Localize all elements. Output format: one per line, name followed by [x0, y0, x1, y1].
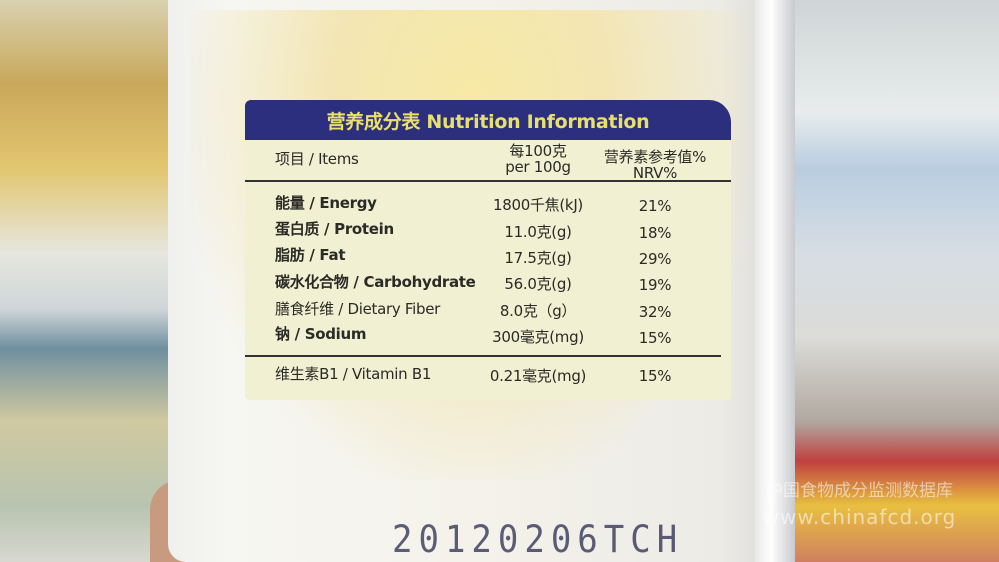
row-nrv: 32% [638, 303, 672, 321]
row-name: 碳水化合物 / Carbohydrate [275, 273, 476, 291]
row-nrv: 15% [638, 367, 672, 385]
row-amount: 8.0克（g） [499, 302, 577, 320]
header-per-100g-cn: 每100克 [509, 142, 567, 160]
store-shelf-right [780, 0, 999, 562]
watermark-line2: www.chinafcd.org [762, 505, 957, 529]
row-nrv: 21% [638, 197, 672, 215]
row-name: 脂肪 / Fat [275, 246, 346, 264]
row-name: 能量 / Energy [275, 194, 377, 212]
row-name: 钠 / Sodium [275, 325, 367, 343]
footer-divider [245, 355, 721, 357]
row-nrv: 15% [638, 329, 672, 347]
header-nrv-cn: 营养素参考值% [603, 148, 707, 166]
header-per-100g-en: per 100g [505, 158, 571, 176]
store-shelf-left [0, 0, 190, 562]
header-divider [245, 180, 731, 182]
row-name: 蛋白质 / Protein [275, 220, 394, 238]
watermark: 中国食物成分监测数据库 www.chinafcd.org [752, 478, 967, 530]
nutrition-label-title: 营养成分表 Nutrition Information [245, 100, 731, 140]
watermark-line1: 中国食物成分监测数据库 [766, 481, 953, 501]
header-items: 项目 / Items [275, 150, 359, 168]
row-amount: 300毫克(mg) [492, 328, 584, 346]
nutrition-label: 营养成分表 Nutrition Information 项目 / Items 每… [245, 100, 731, 400]
row-name: 膳食纤维 / Dietary Fiber [275, 300, 441, 318]
row-amount: 56.0克(g) [504, 275, 572, 293]
row-nrv: 19% [638, 276, 672, 294]
row-nrv: 18% [638, 224, 672, 242]
row-amount: 1800千焦(kJ) [493, 196, 583, 214]
row-amount: 0.21毫克(mg) [489, 367, 587, 385]
row-nrv: 29% [638, 250, 672, 268]
row-amount: 17.5克(g) [504, 249, 572, 267]
row-amount: 11.0克(g) [504, 223, 572, 241]
printed-date-code: 20120206TCH [392, 518, 684, 562]
header-nrv-en: NRV% [632, 164, 678, 182]
product-box-edge [755, 0, 795, 562]
row-name: 维生素B1 / Vitamin B1 [275, 365, 432, 383]
